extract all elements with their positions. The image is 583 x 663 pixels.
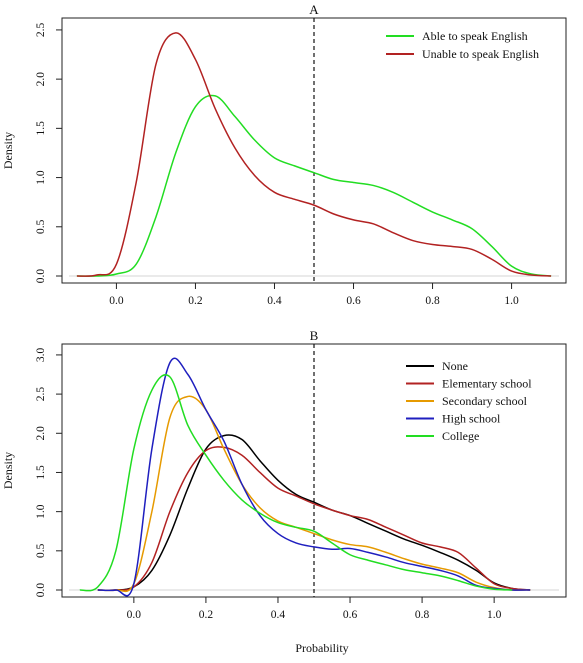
panel-title: B [310,328,319,343]
series-line-1 [76,32,552,277]
legend-label: College [442,429,479,443]
x-tick-label: 0.6 [343,609,358,621]
series-line-0 [76,94,552,277]
y-tick-label: 0.5 [35,219,47,234]
y-axis-label: Density [1,132,15,169]
series-line-1 [97,446,531,591]
y-tick-label: 1.5 [35,465,47,480]
x-tick-label: 0.0 [109,295,124,307]
legend-label: High school [442,412,501,426]
y-tick-label: 2.5 [35,22,47,37]
panel-b: B 0.0 0.2 0.4 0.6 0.8 1.0 0.0 0.5 1.0 1.5 2.0 2.5 3.0… [1,328,567,621]
y-tick-label: 2.5 [35,387,47,402]
legend-label: Secondary school [442,394,528,408]
x-tick-label: 0.8 [415,609,430,621]
legend: None Elementary school Secondary school Hig… [406,359,532,443]
x-tick-label: 0.8 [425,295,440,307]
series-line-4 [79,374,513,592]
legend-label: Able to speak English [422,29,528,43]
y-tick-label: 0.0 [35,583,47,598]
legend-label: Elementary school [442,377,532,391]
x-tick-label: 0.0 [127,609,142,621]
x-tick-label: 1.0 [487,609,502,621]
y-tick-label: 1.0 [35,504,47,519]
x-tick-label: 0.4 [267,295,282,307]
y-tick-label: 1.5 [35,121,47,136]
panel-a: A 0.0 0.2 0.4 0.6 0.8 1.0 0.0 0.5 1.0 1.5 2.0 2.5 Den… [1,2,567,307]
y-axis-label: Density [1,452,15,489]
x-tick-label: 0.4 [271,609,286,621]
x-tick-label: 0.6 [346,295,361,307]
series-line-3 [97,357,531,597]
series-line-2 [97,395,531,593]
x-tick-label: 1.0 [504,295,519,307]
panel-title: A [309,2,319,17]
x-axis-label: Probability [295,641,348,655]
y-tick-label: 0.5 [35,543,47,558]
y-tick-label: 2.0 [35,72,47,87]
x-tick-label: 0.2 [188,295,203,307]
y-tick-label: 3.0 [35,347,47,362]
series-line-0 [97,434,531,591]
legend-label: None [442,359,468,373]
y-tick-label: 2.0 [35,426,47,441]
legend-label: Unable to speak English [422,47,539,61]
legend: Able to speak English Unable to speak Eng… [386,29,539,61]
x-tick-label: 0.2 [199,609,214,621]
y-tick-label: 0.0 [35,269,47,284]
y-tick-label: 1.0 [35,170,47,185]
